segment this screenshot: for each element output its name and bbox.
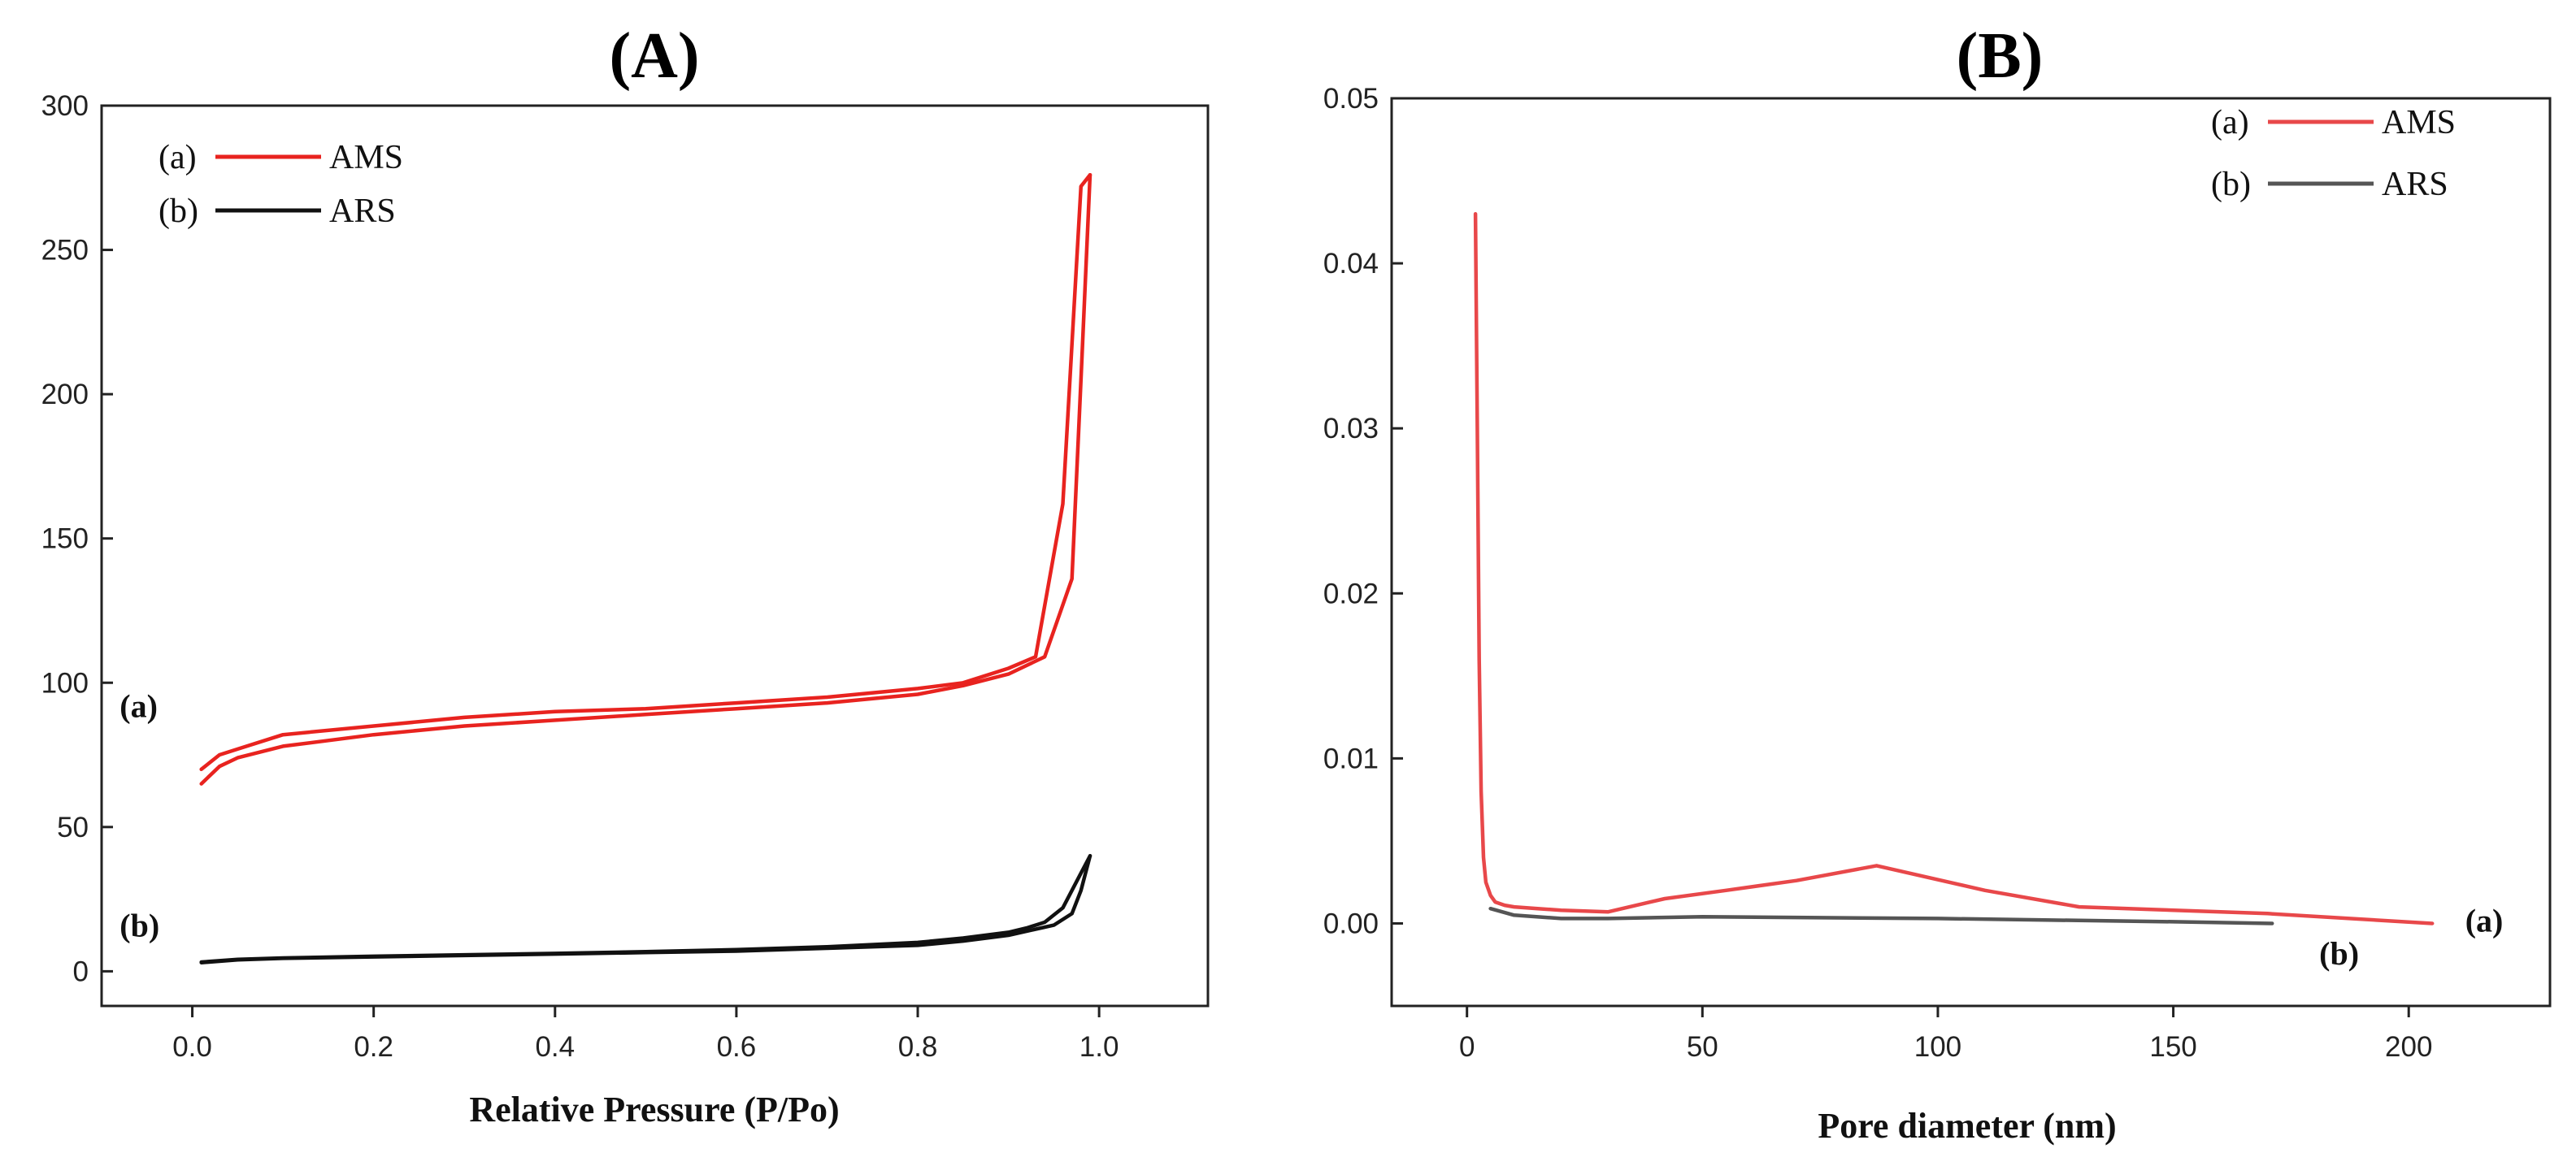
legend-tag: (b) (2211, 166, 2251, 203)
panel-a-title: (A) (609, 20, 699, 92)
panel-b: (B) 0.00 0.01 0.02 0.03 0.04 0.05 0 50 100 150 20… (1323, 20, 2552, 1146)
legend-label: AMS (329, 139, 403, 176)
y-tick-label: 300 (41, 90, 89, 122)
panel-a-y-ticks: 0 50 100 150 200 250 300 (41, 90, 113, 987)
x-tick-label: 0 (1459, 1031, 1475, 1063)
panel-b-x-ticks: 0 50 100 150 200 (1459, 1006, 2432, 1063)
y-tick-label: 0.05 (1323, 83, 1379, 115)
panel-a-x-ticks: 0.0 0.2 0.4 0.6 0.8 1.0 (172, 1006, 1119, 1063)
x-tick-label: 0.8 (898, 1031, 938, 1063)
panel-a: (A) 0 50 100 150 200 250 300 0.0 0.2 0.4 0.6 0.8 1.… (41, 20, 1210, 1129)
series-line-ars-adsorption (199, 854, 1093, 964)
panel-b-annotations: (a) (b) (2319, 902, 2503, 972)
legend-label: ARS (329, 193, 396, 230)
x-tick-label: 0.4 (535, 1031, 575, 1063)
panel-a-plot-frame (100, 104, 1210, 1008)
x-tick-label: 150 (2149, 1031, 2196, 1063)
curve-label: (b) (119, 908, 159, 944)
legend-label: ARS (2382, 166, 2448, 203)
y-tick-label: 150 (41, 523, 89, 555)
panel-b-plot-frame (1390, 97, 2552, 1008)
curve-label: (b) (2319, 935, 2359, 972)
panel-a-annotations: (a) (b) (119, 688, 159, 944)
panel-b-series (1473, 211, 2435, 925)
panel-a-series (199, 172, 1093, 964)
y-tick-label: 0.00 (1323, 908, 1379, 939)
panel-b-y-ticks: 0.00 0.01 0.02 0.03 0.04 0.05 (1323, 83, 1403, 939)
x-tick-label: 50 (1687, 1031, 1718, 1063)
panel-a-legend: (a) AMS (b) ARS (159, 139, 403, 230)
y-tick-label: 0 (73, 956, 89, 987)
y-tick-label: 200 (41, 379, 89, 410)
series-line-ams (1473, 211, 2435, 925)
x-tick-label: 0.6 (717, 1031, 757, 1063)
series-line-ars-desorption (199, 854, 1093, 964)
curve-label: (a) (119, 688, 158, 725)
y-tick-label: 0.02 (1323, 578, 1379, 609)
y-tick-label: 0.01 (1323, 743, 1379, 774)
legend-tag: (a) (2211, 104, 2249, 141)
y-tick-label: 250 (41, 235, 89, 267)
panel-b-legend: (a) AMS (b) ARS (2211, 104, 2456, 203)
series-line-ars (1488, 906, 2274, 925)
x-tick-label: 200 (2385, 1031, 2432, 1063)
x-tick-label: 0.0 (172, 1031, 212, 1063)
legend-tag: (b) (159, 193, 198, 230)
panel-a-x-axis-title: Relative Pressure (P/Po) (469, 1090, 839, 1129)
y-tick-label: 0.03 (1323, 413, 1379, 444)
panel-b-x-axis-title: Pore diameter (nm) (1818, 1106, 2116, 1146)
panel-b-title: (B) (1957, 20, 2044, 92)
legend-label: AMS (2382, 104, 2456, 141)
curve-label: (a) (2465, 902, 2504, 938)
legend-tag: (a) (159, 139, 197, 176)
x-tick-label: 100 (1914, 1031, 1961, 1063)
x-tick-label: 0.2 (354, 1031, 393, 1063)
x-tick-label: 1.0 (1079, 1031, 1119, 1063)
y-tick-label: 50 (57, 812, 89, 843)
series-line-ams-adsorption (199, 172, 1093, 786)
y-tick-label: 0.04 (1323, 248, 1379, 280)
y-tick-label: 100 (41, 667, 89, 699)
series-line-ams-desorption (199, 172, 1093, 772)
